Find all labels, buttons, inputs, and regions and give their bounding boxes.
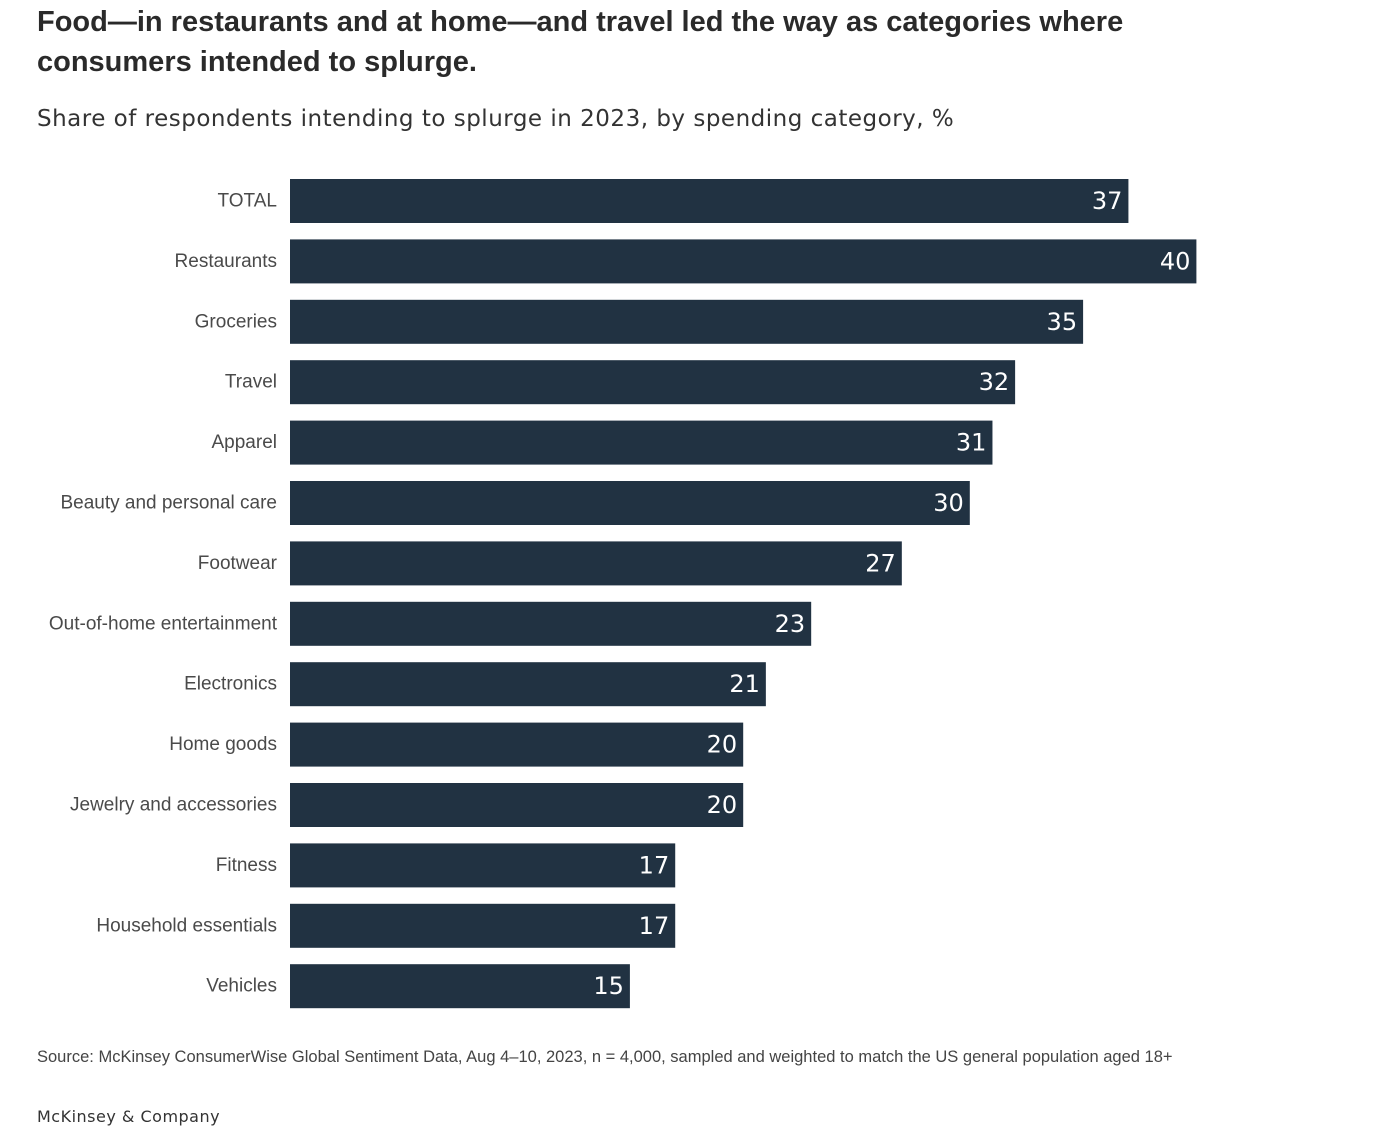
category-label: TOTAL [218, 191, 277, 212]
brand-wordmark: McKinsey & Company [37, 1107, 221, 1126]
bar-row: Electronics 21 [184, 662, 766, 707]
chart-headline: Food—in restaurants and at home—and trav… [37, 6, 1124, 78]
bar-row: Fitness 17 [216, 843, 676, 888]
bar [290, 299, 1084, 344]
bar-value-label: 37 [1092, 187, 1123, 215]
bar-row: Restaurants 40 [175, 239, 1197, 284]
bar-row: Groceries 35 [195, 299, 1084, 344]
bar [290, 239, 1197, 284]
bar-value-label: 23 [775, 610, 806, 638]
bar-value-label: 40 [1160, 247, 1191, 275]
bar-row: Beauty and personal care 30 [60, 481, 970, 525]
chart-subtitle: Share of respondents intending to splurg… [37, 106, 955, 132]
category-label: Travel [225, 372, 277, 393]
bar [290, 601, 812, 646]
bar [290, 481, 970, 525]
bar-value-label: 20 [707, 731, 738, 759]
category-label: Groceries [195, 311, 277, 332]
category-label: Out-of-home entertainment [49, 613, 278, 634]
source-note: Source: McKinsey ConsumerWise Global Sen… [37, 1048, 1173, 1066]
bar [290, 903, 676, 948]
bar-row: Travel 32 [225, 360, 1016, 405]
bar-value-label: 21 [729, 670, 760, 698]
bar-row: Household essentials 17 [96, 903, 676, 948]
bar [290, 722, 744, 767]
bar-value-label: 17 [639, 851, 670, 879]
bar-value-label: 30 [933, 489, 964, 517]
category-label: Restaurants [175, 251, 277, 272]
bar-row: TOTAL 37 [218, 179, 1129, 223]
bar-value-label: 20 [707, 791, 738, 819]
category-label: Beauty and personal care [60, 493, 277, 514]
category-label: Vehicles [206, 976, 277, 997]
bar-row: Footwear 27 [198, 541, 902, 586]
category-label: Electronics [184, 674, 277, 695]
bar [290, 420, 993, 465]
bar [290, 179, 1129, 223]
bar [290, 360, 1016, 405]
bar-chart: TOTAL 37 Restaurants 40 Groceries 35 Travel 32 A… [49, 179, 1197, 1009]
category-label: Footwear [198, 553, 278, 574]
bar [290, 843, 676, 888]
category-label: Home goods [169, 734, 277, 755]
bar-row: Out-of-home entertainment 23 [49, 601, 812, 646]
category-label: Household essentials [96, 915, 277, 936]
bar [290, 541, 902, 586]
bar-row: Home goods 20 [169, 722, 744, 767]
category-label: Jewelry and accessories [70, 795, 277, 816]
bar-value-label: 15 [593, 972, 624, 1000]
bar-row: Vehicles 15 [206, 964, 630, 1009]
bar-value-label: 27 [865, 549, 896, 577]
bar [290, 662, 766, 707]
category-label: Fitness [216, 855, 277, 876]
bar-value-label: 31 [956, 429, 987, 457]
bar-value-label: 32 [979, 368, 1010, 396]
bar [290, 964, 630, 1009]
bar-row: Jewelry and accessories 20 [70, 783, 744, 827]
bar [290, 783, 744, 827]
bar-row: Apparel 31 [212, 420, 993, 465]
bar-value-label: 17 [639, 912, 670, 940]
bar-value-label: 35 [1047, 308, 1078, 336]
category-label: Apparel [212, 432, 278, 453]
